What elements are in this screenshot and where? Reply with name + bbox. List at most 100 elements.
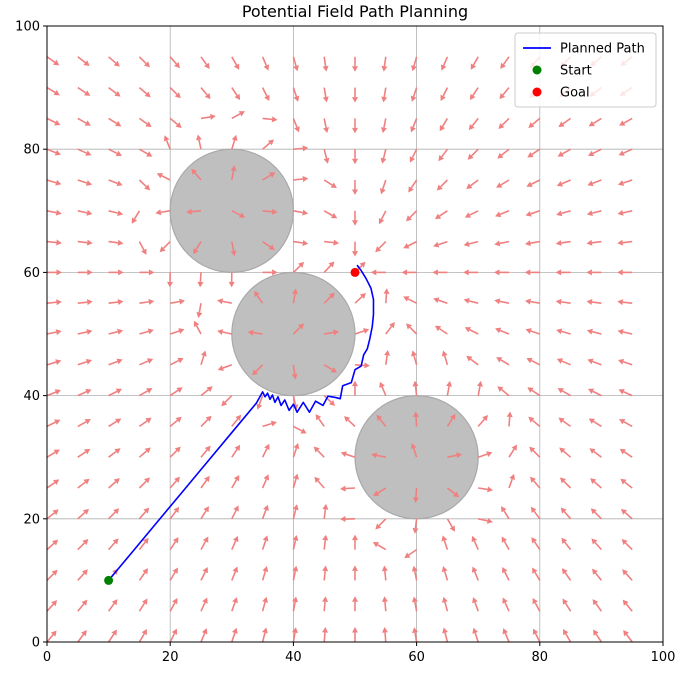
field-arrow-head <box>433 241 440 248</box>
field-arrow-head <box>589 448 596 454</box>
field-arrow <box>47 86 60 96</box>
field-arrow <box>588 418 602 428</box>
field-arrow-head <box>372 542 380 548</box>
field-arrow <box>381 596 388 612</box>
field-arrow-shaft <box>292 601 296 612</box>
field-arrow-shaft <box>323 509 327 519</box>
field-arrow-shaft <box>412 447 418 458</box>
field-arrow-shaft <box>383 118 387 128</box>
field-arrow <box>169 567 178 581</box>
field-arrow-head <box>384 349 391 356</box>
field-arrow-shaft <box>77 331 88 335</box>
field-arrow <box>532 598 541 612</box>
field-arrow <box>532 567 541 581</box>
field-arrow-shaft <box>262 240 271 248</box>
field-arrow <box>322 565 329 581</box>
field-arrow-head <box>586 299 593 305</box>
field-arrow-shaft <box>231 241 235 252</box>
field-arrow <box>77 478 90 489</box>
field-arrow-shaft <box>412 118 418 128</box>
field-arrow-shaft <box>499 210 510 216</box>
field-arrow-head <box>172 567 178 574</box>
field-arrow <box>138 417 152 428</box>
field-arrow <box>352 56 358 72</box>
field-arrow-head <box>313 446 320 453</box>
field-arrow-shaft <box>292 509 297 519</box>
field-arrow-shaft <box>139 390 149 397</box>
field-arrow-head <box>466 183 473 189</box>
field-arrow-head <box>555 269 562 276</box>
field-arrow <box>498 117 510 130</box>
field-arrow-shaft <box>468 300 479 304</box>
field-arrow-head <box>81 599 88 606</box>
field-arrow-shaft <box>169 510 177 520</box>
field-arrow <box>261 504 269 520</box>
field-arrow <box>200 415 212 427</box>
field-arrow <box>379 381 387 396</box>
field-arrow-shaft <box>561 330 571 335</box>
field-arrow-head <box>620 478 627 485</box>
field-arrow-shaft <box>107 633 115 642</box>
field-arrow <box>47 209 62 216</box>
field-arrow-head <box>166 281 173 288</box>
field-arrow <box>231 210 246 218</box>
field-arrow-head <box>83 478 90 485</box>
field-arrow-shaft <box>195 241 202 251</box>
field-arrow <box>139 388 153 397</box>
field-arrow <box>47 299 62 306</box>
field-arrow-shaft <box>77 451 87 458</box>
field-arrow-head <box>617 358 625 365</box>
field-arrow-head <box>409 156 416 163</box>
field-arrow <box>254 290 264 304</box>
field-arrow-head <box>85 389 92 395</box>
field-arrow <box>292 323 305 335</box>
field-arrow-shaft <box>200 479 208 489</box>
field-arrow-shaft <box>165 140 171 150</box>
field-arrow-head <box>530 506 537 513</box>
field-arrow-shaft <box>561 210 571 215</box>
field-arrow-head <box>449 413 456 420</box>
field-arrow <box>527 148 541 158</box>
field-arrow-shaft <box>469 329 479 335</box>
field-arrow <box>501 506 510 520</box>
field-arrow-shaft <box>255 364 264 373</box>
field-arrow-shaft <box>169 87 178 95</box>
field-arrow-head <box>328 292 335 299</box>
field-arrow <box>200 475 210 489</box>
field-arrow <box>159 241 171 253</box>
field-arrow-shaft <box>561 360 571 366</box>
field-arrow <box>200 445 211 458</box>
field-arrow-head <box>501 536 508 543</box>
field-arrow-shaft <box>381 386 387 396</box>
field-arrow-shaft <box>200 87 208 96</box>
field-arrow-head <box>115 388 123 395</box>
field-arrow-head <box>86 299 93 306</box>
field-arrow <box>108 56 120 67</box>
field-arrow-shaft <box>47 86 56 94</box>
field-arrow-head <box>494 269 500 276</box>
field-arrow-head <box>525 210 532 217</box>
field-arrow-head <box>148 298 155 305</box>
field-arrow-shaft <box>231 113 241 120</box>
field-arrow <box>352 380 358 396</box>
field-arrow <box>231 444 241 458</box>
field-arrow-head <box>559 477 567 484</box>
field-arrow-head <box>511 444 518 451</box>
field-arrow <box>494 298 510 305</box>
field-arrow <box>200 628 208 642</box>
field-arrow-head <box>292 565 299 572</box>
field-arrow-shaft <box>108 240 119 244</box>
field-arrow-shaft <box>323 364 333 371</box>
field-arrow-head <box>143 477 151 484</box>
field-arrow <box>432 269 448 276</box>
field-arrow-shaft <box>438 240 448 246</box>
field-arrow-head <box>53 89 60 96</box>
field-arrow-head <box>556 210 563 217</box>
field-arrow-shaft <box>503 540 510 550</box>
field-arrow <box>292 565 299 581</box>
field-arrow-head <box>352 127 358 134</box>
field-arrow-head <box>486 451 493 457</box>
field-arrow <box>231 627 238 642</box>
field-arrow <box>108 448 121 458</box>
field-arrow-head <box>205 415 212 422</box>
